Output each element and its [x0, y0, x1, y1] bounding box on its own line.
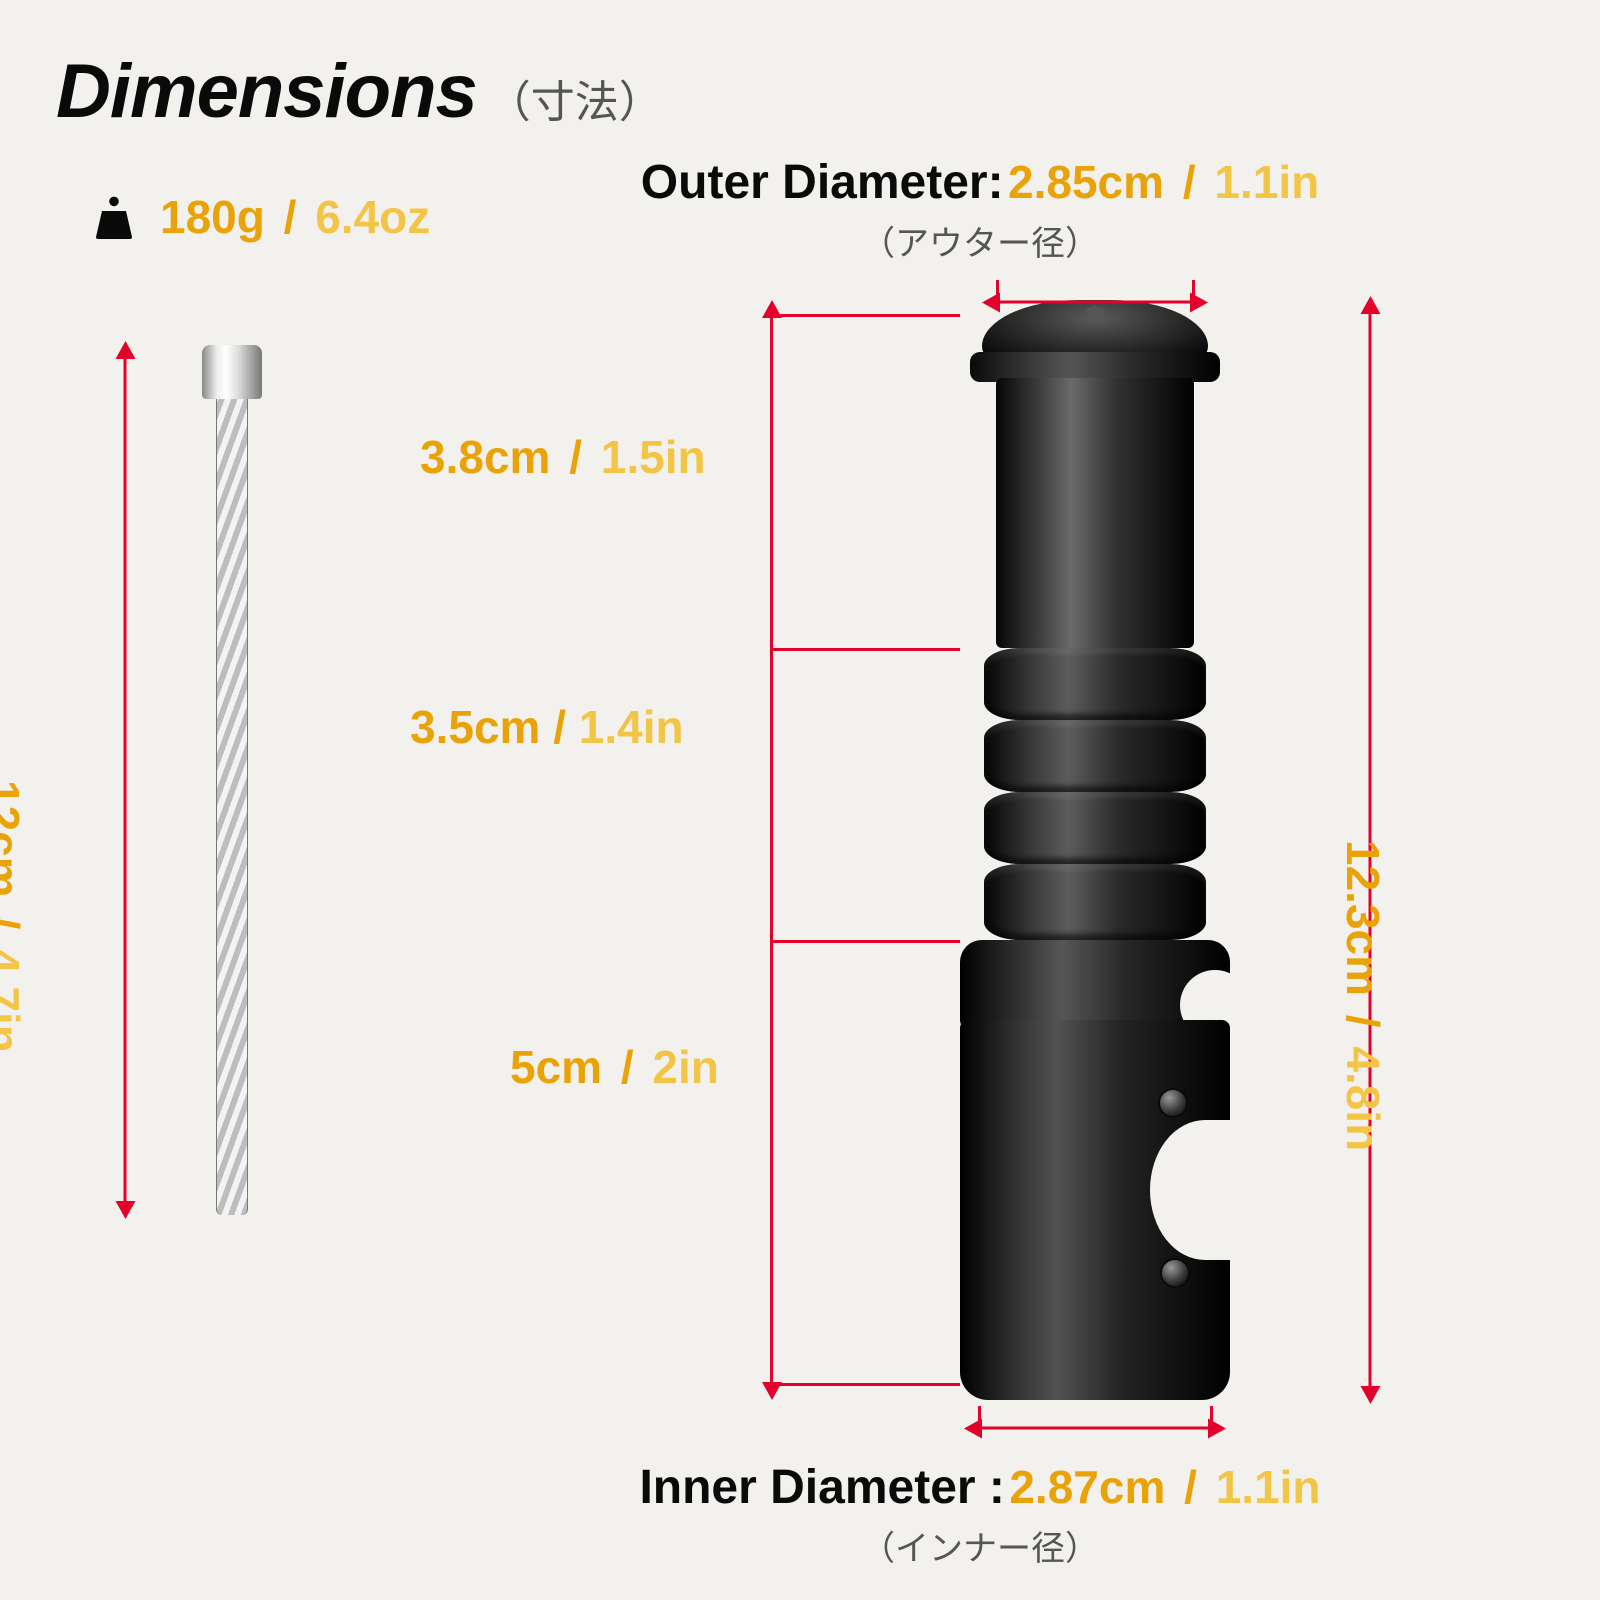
separator: / — [621, 1041, 647, 1093]
separator: / — [1337, 1015, 1389, 1041]
sec2-imperial: 1.4in — [579, 701, 684, 753]
title-main: Dimensions — [56, 48, 477, 135]
title-row: Dimensions （寸法） — [56, 48, 663, 135]
outer-diameter-block: Outer Diameter: 2.85cm / 1.1in （アウター径） — [620, 155, 1340, 265]
section-1-value: 3.8cm / 1.5in — [420, 430, 706, 484]
outer-diameter-arrow — [960, 288, 1230, 316]
id-imperial: 1.1in — [1216, 1461, 1321, 1513]
separator: / — [1184, 1461, 1210, 1513]
weight-value: 180g / 6.4oz — [160, 190, 430, 244]
outer-diameter-value: 2.85cm / 1.1in — [1008, 156, 1319, 208]
section-bracket — [770, 300, 960, 1400]
weight-row: 180g / 6.4oz — [90, 190, 430, 244]
title-sub-jp: （寸法） — [487, 66, 663, 130]
tick-line — [770, 314, 960, 317]
bolt-imperial: 4.7in — [0, 948, 29, 1053]
spacer-ring — [984, 648, 1206, 720]
clamp-collar — [960, 940, 1230, 1030]
tick — [978, 1406, 981, 1426]
bolt-length-value: 12cm / 4.7in — [0, 780, 30, 1053]
separator: / — [284, 191, 310, 243]
inner-diameter-jp: （インナー径） — [590, 1521, 1370, 1570]
inner-diameter-label: Inner Diameter : — [639, 1461, 1004, 1514]
sec1-imperial: 1.5in — [601, 431, 706, 483]
inner-diameter-block: Inner Diameter : 2.87cm / 1.1in （インナー径） — [590, 1460, 1370, 1570]
tick — [1210, 1406, 1213, 1426]
weight-metric: 180g — [160, 191, 265, 243]
inner-diameter-value: 2.87cm / 1.1in — [1009, 1461, 1320, 1513]
spacer-ring — [984, 720, 1206, 792]
total-imperial: 4.8in — [1337, 1046, 1389, 1151]
od-imperial: 1.1in — [1214, 156, 1319, 208]
sec2-metric: 3.5cm — [410, 701, 540, 753]
tick-line — [770, 940, 960, 943]
bolt-thread — [216, 399, 248, 1215]
tick-line — [770, 1383, 960, 1386]
sec3-metric: 5cm — [510, 1041, 602, 1093]
dimension-arrow-vertical — [124, 355, 127, 1205]
id-metric: 2.87cm — [1009, 1461, 1165, 1513]
inner-diameter-arrow — [960, 1414, 1230, 1442]
sec3-imperial: 2in — [652, 1041, 718, 1093]
weight-imperial: 6.4oz — [315, 191, 430, 243]
bolt — [202, 345, 262, 1215]
outer-diameter-label: Outer Diameter: — [641, 156, 1004, 209]
bolt-metric: 12cm — [0, 780, 29, 898]
inner-diameter-line: Inner Diameter : 2.87cm / 1.1in — [590, 1460, 1370, 1515]
clamp-bolt — [1162, 1260, 1188, 1286]
dimension-arrow-vertical — [770, 314, 773, 1386]
separator: / — [1183, 156, 1209, 208]
separator: / — [569, 431, 595, 483]
outer-diameter-line: Outer Diameter: 2.85cm / 1.1in — [620, 155, 1340, 210]
section-2-value: 3.5cm / 1.4in — [410, 700, 684, 754]
clamp-slot — [1150, 1120, 1260, 1260]
sec1-metric: 3.8cm — [420, 431, 550, 483]
bolt-head — [202, 345, 262, 399]
section-3-value: 5cm / 2in — [510, 1040, 719, 1094]
clamp-bolt — [1160, 1090, 1186, 1116]
spacer-ring — [984, 792, 1206, 864]
sec2-slash: / — [553, 701, 579, 753]
upper-steerer — [996, 378, 1194, 648]
tick — [1192, 280, 1195, 300]
bolt-height-arrow — [105, 345, 145, 1215]
weight-icon — [90, 193, 138, 241]
total-metric: 12.3cm — [1337, 840, 1389, 996]
dimension-arrow-horizontal — [978, 1427, 1212, 1430]
tick-line — [770, 648, 960, 651]
separator: / — [0, 916, 29, 942]
stem-riser-product — [960, 300, 1230, 1400]
outer-diameter-jp: （アウター径） — [620, 216, 1340, 265]
total-height-value: 12.3cm / 4.8in — [1336, 840, 1390, 1151]
od-metric: 2.85cm — [1008, 156, 1164, 208]
dimension-arrow-horizontal — [996, 301, 1194, 304]
tick — [996, 280, 999, 300]
spacer-ring — [984, 864, 1206, 940]
